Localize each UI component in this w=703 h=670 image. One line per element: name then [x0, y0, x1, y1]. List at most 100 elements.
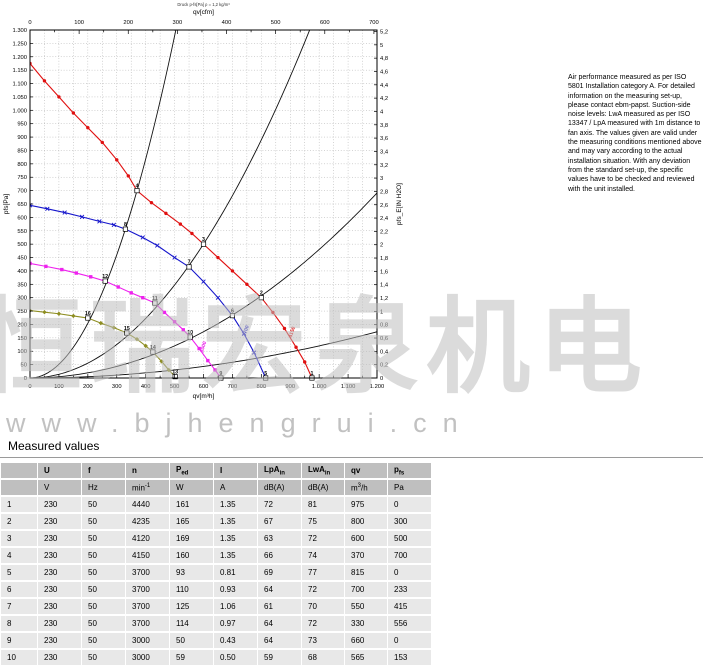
table-cell: 1.35 — [214, 548, 257, 563]
table-row: 8 230 50 3700 114 0.97 64 72 330 556 — [1, 616, 431, 631]
table-cell: 161 — [170, 497, 213, 512]
table-cell: 4150 — [126, 548, 169, 563]
svg-text:900: 900 — [17, 135, 27, 141]
plot-area: 4150 3700 3000 — [30, 30, 377, 378]
svg-text:4,8: 4,8 — [380, 56, 388, 62]
table-cell: 1.06 — [214, 599, 257, 614]
table-cell: 114 — [170, 616, 213, 631]
table-cell: 70 — [302, 599, 344, 614]
table-row: 6 230 50 3700 110 0.93 64 72 700 233 — [1, 582, 431, 597]
table-cell: 556 — [388, 616, 431, 631]
table-cell: 4120 — [126, 531, 169, 546]
table-cell: 169 — [170, 531, 213, 546]
svg-text:700: 700 — [17, 189, 27, 195]
svg-text:11: 11 — [152, 296, 158, 302]
svg-text:8: 8 — [124, 222, 127, 228]
table-cell: 700 — [388, 548, 431, 563]
table-row: 3 230 50 4120 169 1.35 63 72 600 500 — [1, 531, 431, 546]
table-cell: 50 — [82, 531, 125, 546]
table-cell: 815 — [345, 565, 387, 580]
svg-text:400: 400 — [222, 20, 232, 26]
table-body: 1 230 50 4440 161 1.35 72 81 975 0 2 230 50 4235 165 1.… — [1, 497, 431, 665]
svg-text:950: 950 — [17, 122, 27, 128]
svg-text:2,2: 2,2 — [380, 229, 388, 235]
table-cell: 68 — [302, 650, 344, 665]
svg-text:4,4: 4,4 — [380, 83, 389, 89]
svg-text:600: 600 — [320, 20, 330, 26]
row-number: 5 — [1, 565, 37, 580]
table-cell: 81 — [302, 497, 344, 512]
svg-text:1,4: 1,4 — [380, 283, 389, 289]
table-cell: 50 — [82, 633, 125, 648]
svg-text:100: 100 — [17, 349, 27, 355]
svg-text:1: 1 — [380, 309, 383, 315]
table-cell: 59 — [258, 650, 301, 665]
table-cell: 230 — [38, 599, 81, 614]
svg-text:50: 50 — [21, 363, 27, 369]
table-cell: 72 — [302, 582, 344, 597]
column-unit: W — [170, 480, 213, 495]
table-cell: 50 — [82, 650, 125, 665]
table-cell: 64 — [258, 616, 301, 631]
svg-text:400: 400 — [17, 269, 27, 275]
svg-text:3,6: 3,6 — [380, 136, 388, 142]
svg-text:6: 6 — [231, 308, 234, 314]
y-axis-title: pfs[Pa] — [3, 194, 10, 214]
svg-text:1.000: 1.000 — [312, 384, 327, 390]
column-header: pfs — [388, 463, 431, 478]
table-cell: 3700 — [126, 565, 169, 580]
svg-text:10: 10 — [187, 330, 193, 336]
svg-text:700: 700 — [228, 384, 238, 390]
row-number: 10 — [1, 650, 37, 665]
svg-text:1.250: 1.250 — [12, 41, 27, 47]
column-header: LwAin — [302, 463, 344, 478]
svg-text:3: 3 — [202, 237, 205, 243]
svg-text:9: 9 — [219, 371, 222, 377]
table-cell: 50 — [82, 548, 125, 563]
svg-text:2: 2 — [260, 290, 263, 296]
column-header: Ped — [170, 463, 213, 478]
table-cell: 0.43 — [214, 633, 257, 648]
table-cell: 0.93 — [214, 582, 257, 597]
svg-text:0,4: 0,4 — [380, 349, 389, 355]
svg-text:2: 2 — [380, 243, 383, 249]
svg-text:2,8: 2,8 — [380, 189, 388, 195]
table-cell: 0.81 — [214, 565, 257, 580]
table-cell: 500 — [388, 531, 431, 546]
table-cell: 3000 — [126, 633, 169, 648]
column-header: qv — [345, 463, 387, 478]
svg-text:4: 4 — [380, 109, 384, 115]
svg-text:12: 12 — [102, 274, 108, 280]
row-number: 2 — [1, 514, 37, 529]
table-cell: 69 — [258, 565, 301, 580]
table-cell: 67 — [258, 514, 301, 529]
watermark-url-text: www.bjhengrui.cn — [6, 408, 474, 438]
grid-lines — [30, 30, 377, 378]
table-row: 7 230 50 3700 125 1.06 61 70 550 415 — [1, 599, 431, 614]
svg-text:650: 650 — [17, 202, 27, 208]
table-cell: 0 — [388, 565, 431, 580]
svg-text:13: 13 — [172, 369, 178, 375]
table-cell: 63 — [258, 531, 301, 546]
svg-text:1,8: 1,8 — [380, 256, 388, 262]
table-cell: 61 — [258, 599, 301, 614]
svg-text:500: 500 — [17, 242, 27, 248]
svg-text:450: 450 — [17, 256, 27, 262]
svg-text:5,2: 5,2 — [380, 30, 388, 36]
table-cell: 75 — [302, 514, 344, 529]
svg-text:500: 500 — [170, 384, 180, 390]
table-cell: 73 — [302, 633, 344, 648]
table-cell: 64 — [258, 633, 301, 648]
table-row: 1 230 50 4440 161 1.35 72 81 975 0 — [1, 497, 431, 512]
svg-text:5: 5 — [264, 371, 267, 377]
column-header: U — [38, 463, 81, 478]
svg-text:3,2: 3,2 — [380, 163, 388, 169]
table-cell: 975 — [345, 497, 387, 512]
column-unit: Pa — [388, 480, 431, 495]
table-cell: 800 — [345, 514, 387, 529]
svg-text:1.100: 1.100 — [12, 82, 27, 88]
top-axis-title: qv[cfm] — [193, 9, 214, 16]
table-cell: 230 — [38, 565, 81, 580]
